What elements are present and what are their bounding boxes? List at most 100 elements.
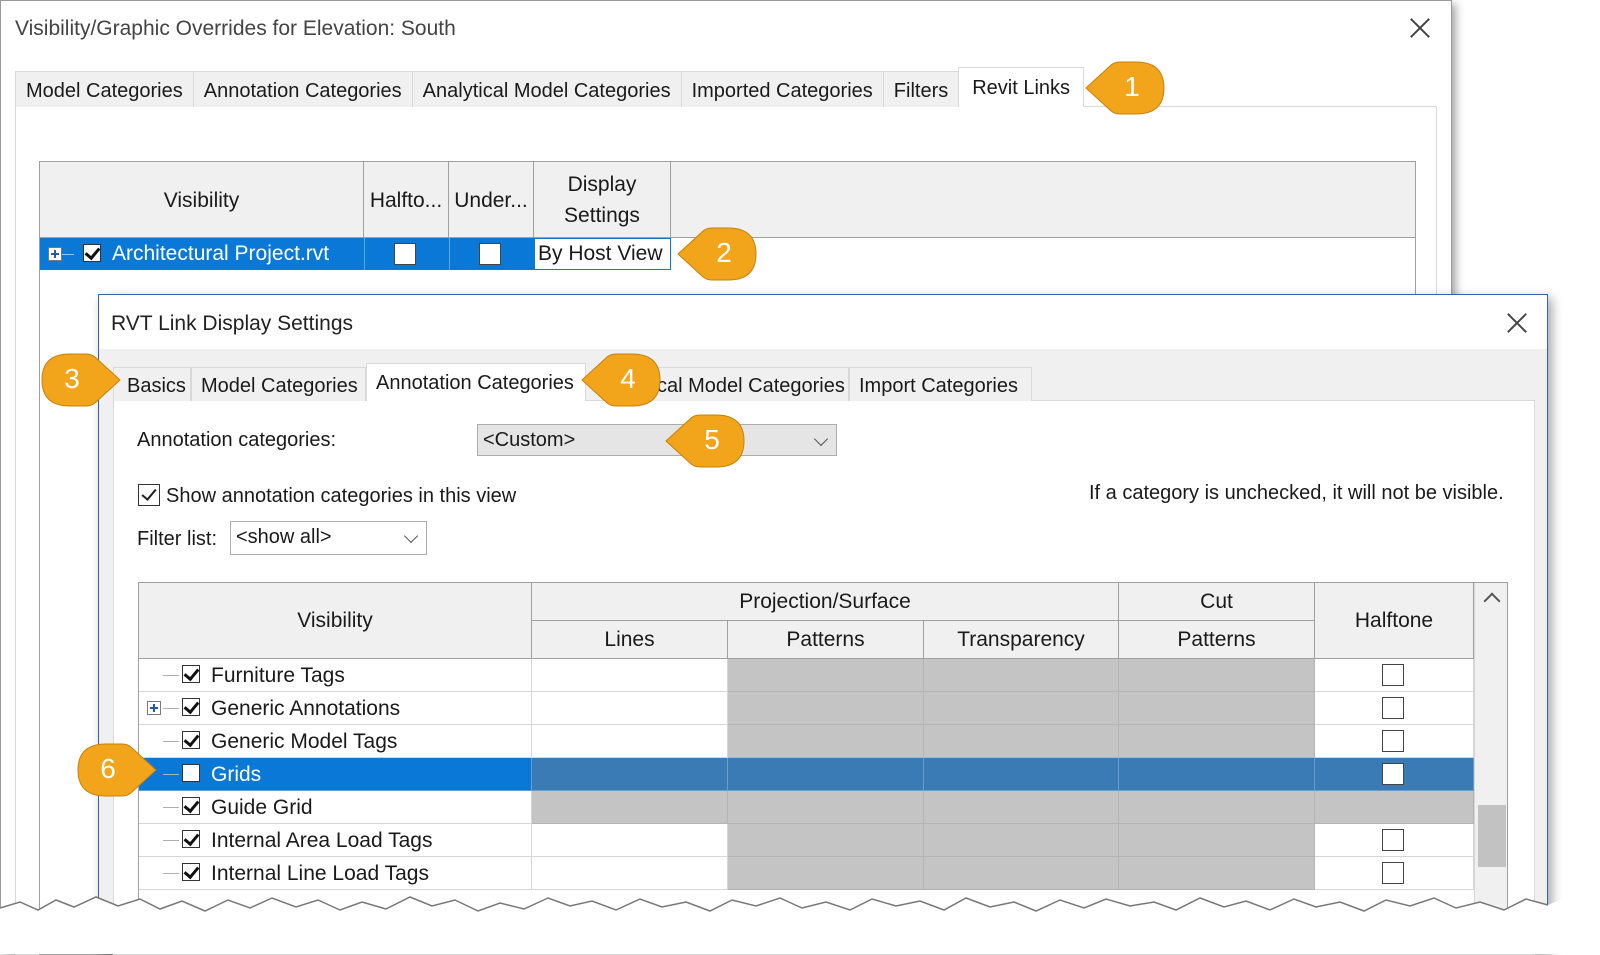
header-visibility: Visibility: [40, 162, 364, 238]
cell-trans[interactable]: [924, 659, 1119, 692]
cell-cut[interactable]: [1119, 725, 1315, 758]
tab-analytical-model-categories[interactable]: Analytical Model Categories: [411, 71, 682, 107]
tree-connector: [163, 840, 179, 841]
tab-import-categories[interactable]: Import Categories: [849, 367, 1032, 401]
visibility-checkbox[interactable]: [182, 764, 200, 782]
table-row[interactable]: Internal Line Load Tags: [139, 857, 1474, 890]
table-row[interactable]: Generic Annotations: [139, 692, 1474, 725]
tab-model-categories[interactable]: Model Categories: [191, 367, 366, 401]
cell-pat[interactable]: [728, 725, 924, 758]
callout-1-label: 1: [1124, 71, 1140, 102]
expand-icon[interactable]: [48, 247, 62, 261]
cell-pat[interactable]: [728, 758, 924, 791]
callout-2-label: 2: [716, 237, 732, 268]
cell-pat[interactable]: [728, 692, 924, 725]
header-halftone: Halfto...: [364, 162, 449, 238]
cell-lines[interactable]: [532, 791, 728, 824]
cell-pat[interactable]: [728, 824, 924, 857]
cell-cut[interactable]: [1119, 758, 1315, 791]
header-underlay: Under...: [449, 162, 534, 238]
link-visibility-checkbox[interactable]: [83, 244, 101, 262]
cell-pat[interactable]: [728, 659, 924, 692]
cell-vis: [139, 659, 532, 692]
cell-half[interactable]: [1315, 659, 1474, 692]
cell-lines[interactable]: [532, 857, 728, 890]
cell-trans[interactable]: [924, 725, 1119, 758]
expand-icon[interactable]: [147, 701, 161, 715]
cell-half[interactable]: [1315, 725, 1474, 758]
show-annotation-label: Show annotation categories in this view: [166, 485, 517, 507]
tree-connector: [163, 873, 179, 874]
halftone-checkbox[interactable]: [1382, 730, 1404, 752]
cell-trans[interactable]: [924, 791, 1119, 824]
tab-analytical-model-categories[interactable]: cal Model Categories: [647, 367, 849, 401]
callout-1: 1: [1084, 60, 1165, 116]
vertical-scrollbar[interactable]: [1474, 583, 1507, 953]
visibility-checkbox[interactable]: [182, 797, 200, 815]
hint-text: If a category is unchecked, it will not …: [1089, 482, 1504, 504]
header-cut-patterns: Patterns: [1119, 621, 1315, 659]
halftone-checkbox[interactable]: [1382, 664, 1404, 686]
cell-lines[interactable]: [532, 725, 728, 758]
tab-annotation-categories[interactable]: Annotation Categories: [366, 363, 586, 401]
cell-trans[interactable]: [924, 857, 1119, 890]
dialog-title: RVT Link Display Settings: [111, 312, 354, 335]
cell-lines[interactable]: [532, 659, 728, 692]
callout-2: 2: [676, 226, 757, 282]
cell-half[interactable]: [1315, 824, 1474, 857]
cell-trans[interactable]: [924, 758, 1119, 791]
category-name: Grids: [211, 763, 262, 786]
visibility-checkbox[interactable]: [182, 665, 200, 683]
tab-revit-links[interactable]: Revit Links: [958, 67, 1085, 107]
header-visibility: Visibility: [139, 583, 532, 659]
link-underlay-checkbox[interactable]: [479, 243, 501, 265]
table-row[interactable]: Furniture Tags: [139, 659, 1474, 692]
tab-filters[interactable]: Filters: [882, 71, 960, 107]
cell-pat[interactable]: [728, 857, 924, 890]
show-annotation-checkbox[interactable]: [138, 484, 160, 506]
visibility-checkbox[interactable]: [182, 830, 200, 848]
tab-imported-categories[interactable]: Imported Categories: [680, 71, 884, 107]
halftone-checkbox[interactable]: [1382, 862, 1404, 884]
cell-cut[interactable]: [1119, 692, 1315, 725]
filter-list-dropdown[interactable]: <show all>: [230, 521, 427, 555]
cell-lines[interactable]: [532, 692, 728, 725]
cell-cut[interactable]: [1119, 824, 1315, 857]
cell-trans[interactable]: [924, 824, 1119, 857]
tree-connector: [163, 741, 179, 742]
cell-trans[interactable]: [924, 692, 1119, 725]
table-row[interactable]: Generic Model Tags: [139, 725, 1474, 758]
callout-3: 3: [40, 352, 121, 408]
scrollbar-thumb[interactable]: [1478, 805, 1506, 867]
halftone-checkbox[interactable]: [1382, 697, 1404, 719]
cell-cut[interactable]: [1119, 791, 1315, 824]
cell-cut[interactable]: [1119, 857, 1315, 890]
callout-4-label: 4: [620, 363, 636, 394]
halftone-checkbox[interactable]: [1382, 763, 1404, 785]
cell-lines[interactable]: [532, 824, 728, 857]
tab-annotation-categories[interactable]: Annotation Categories: [192, 71, 413, 107]
visibility-checkbox[interactable]: [182, 731, 200, 749]
cell-half[interactable]: [1315, 857, 1474, 890]
table-row[interactable]: Guide Grid: [139, 791, 1474, 824]
dialog-title: Visibility/Graphic Overrides for Elevati…: [15, 17, 456, 40]
header-transparency: Transparency: [924, 621, 1119, 659]
display-settings-button[interactable]: By Host View: [534, 238, 671, 270]
visibility-checkbox[interactable]: [182, 698, 200, 716]
cell-lines[interactable]: [532, 758, 728, 791]
cell-cut[interactable]: [1119, 659, 1315, 692]
table-row[interactable]: Internal Area Load Tags: [139, 824, 1474, 857]
cell-pat[interactable]: [728, 791, 924, 824]
link-halftone-checkbox[interactable]: [394, 243, 416, 265]
table-row[interactable]: Grids: [139, 758, 1474, 791]
cell-half[interactable]: [1315, 692, 1474, 725]
callout-5: 5: [664, 413, 745, 469]
visibility-checkbox[interactable]: [182, 863, 200, 881]
grid-header: Visibility Halfto... Under... Display Se…: [40, 162, 1415, 238]
category-name: Internal Line Load Tags: [211, 862, 429, 885]
cell-half[interactable]: [1315, 791, 1474, 824]
annotation-categories-dropdown[interactable]: <Custom>: [477, 424, 837, 456]
header-halftone: Halftone: [1315, 583, 1474, 659]
halftone-checkbox[interactable]: [1382, 829, 1404, 851]
